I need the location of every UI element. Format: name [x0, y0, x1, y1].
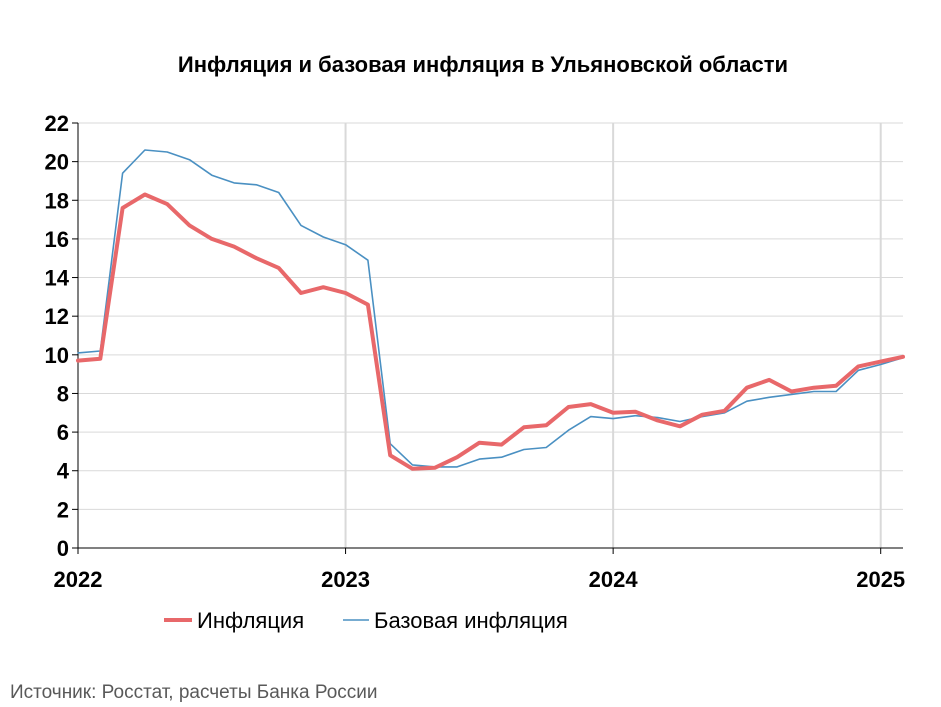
- source-note: Источник: Росстат, расчеты Банка России: [10, 682, 378, 703]
- y-tick-label-2: 2: [57, 497, 69, 522]
- y-tick-label-4: 4: [57, 459, 70, 484]
- legend: Инфляция Базовая инфляция: [164, 608, 568, 633]
- x-tick-labels: 2022 2023 2024 2025: [54, 567, 906, 592]
- legend-label-core-inflation: Базовая инфляция: [374, 608, 568, 633]
- y-tick-label-20: 20: [45, 150, 69, 175]
- y-tick-label-0: 0: [57, 536, 69, 561]
- y-tick-label-18: 18: [45, 188, 69, 213]
- axes: [72, 122, 903, 554]
- x-tick-label-2025: 2025: [856, 567, 905, 592]
- series-lines: [76, 149, 905, 471]
- y-tick-label-22: 22: [45, 111, 69, 136]
- y-tick-label-10: 10: [45, 343, 69, 368]
- y-tick-label-16: 16: [45, 227, 69, 252]
- y-tick-label-6: 6: [57, 420, 69, 445]
- y-tick-label-14: 14: [45, 266, 70, 291]
- series-line-inflation: [76, 192, 905, 471]
- y-tick-label-8: 8: [57, 381, 69, 406]
- x-tick-label-2024: 2024: [589, 567, 639, 592]
- y-tick-labels: 0 2 4 6 8 10 12 14 16 18 20 22: [45, 111, 70, 561]
- grid: [78, 122, 903, 548]
- x-tick-label-2023: 2023: [321, 567, 370, 592]
- y-tick-label-12: 12: [45, 304, 69, 329]
- series-line-core-inflation: [77, 149, 904, 468]
- chart-title: Инфляция и базовая инфляция в Ульяновско…: [178, 52, 788, 77]
- x-tick-label-2022: 2022: [54, 567, 103, 592]
- legend-label-inflation: Инфляция: [197, 608, 304, 633]
